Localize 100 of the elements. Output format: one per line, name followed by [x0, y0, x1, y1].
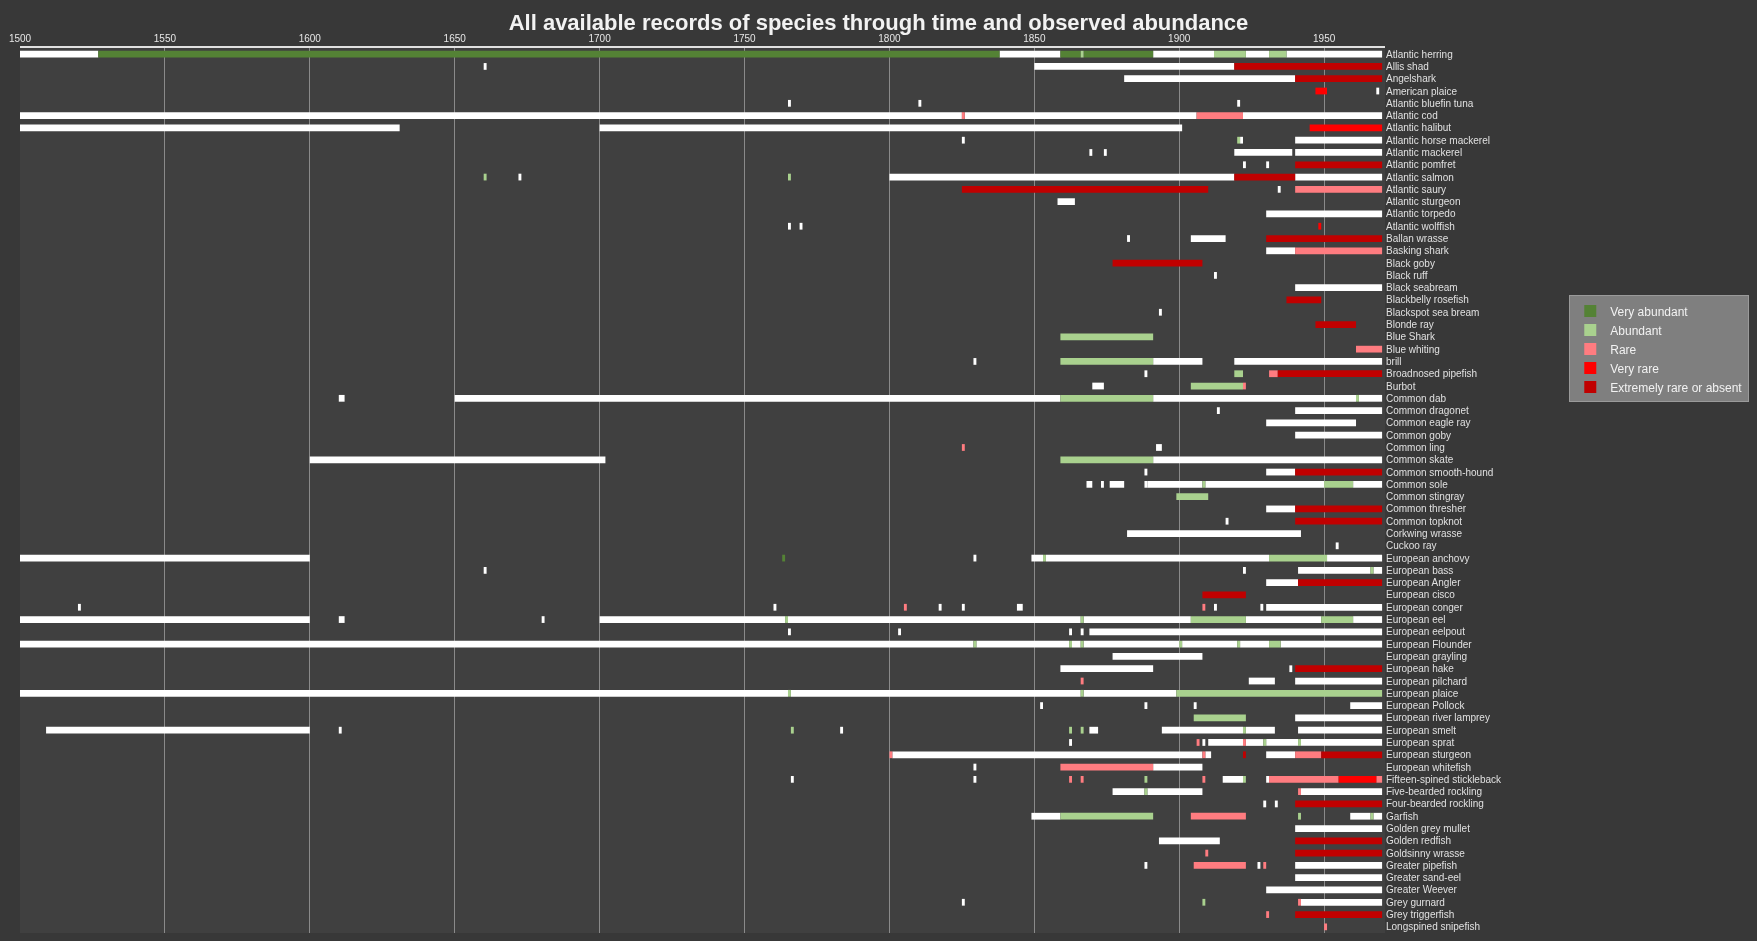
bar — [1234, 370, 1243, 378]
bar — [1196, 112, 1243, 119]
bar — [1080, 677, 1084, 685]
bar — [1158, 837, 1220, 845]
bar — [1242, 161, 1246, 169]
bar — [98, 50, 1000, 58]
bar — [1190, 616, 1246, 623]
bar — [1242, 739, 1246, 746]
bar — [1234, 63, 1383, 70]
y-tick-label: Black seabream — [1386, 282, 1458, 294]
bar — [1298, 739, 1301, 746]
bar — [1080, 726, 1084, 734]
bar — [1190, 812, 1246, 820]
y-tick-label: European hake — [1386, 663, 1455, 675]
y-tick-label: European sprat — [1386, 736, 1455, 748]
bar — [961, 603, 965, 611]
bar — [20, 112, 962, 119]
bar — [1158, 308, 1162, 316]
bar — [1202, 603, 1206, 611]
bar — [1266, 235, 1383, 242]
y-tick-label: European Angler — [1386, 577, 1462, 589]
y-tick-label: Atlantic bluefin tuna — [1386, 97, 1474, 109]
bar — [1269, 50, 1287, 58]
y-tick-label: Four-bearded rockling — [1386, 798, 1484, 810]
bar — [787, 689, 791, 697]
y-tick-label: European smelt — [1386, 724, 1457, 736]
y-tick-label: Atlantic sturgeon — [1386, 196, 1461, 208]
bar — [1263, 862, 1267, 869]
bar — [1298, 567, 1371, 574]
bar — [1069, 726, 1073, 734]
bar — [1373, 812, 1383, 820]
bar — [1350, 702, 1383, 709]
bar — [1295, 874, 1383, 882]
bar — [1060, 812, 1154, 820]
y-tick-label: Common sole — [1386, 478, 1449, 490]
bar — [1144, 788, 1148, 796]
bar — [1321, 616, 1354, 623]
bar — [782, 554, 786, 562]
bar — [1295, 161, 1383, 169]
bar — [1153, 358, 1203, 365]
bar — [787, 222, 791, 230]
bar — [1356, 394, 1359, 402]
y-tick-label: Atlantic halibut — [1386, 122, 1452, 134]
bar — [1083, 50, 1154, 58]
bar — [1202, 775, 1206, 783]
x-tick-label: 1600 — [298, 33, 322, 44]
bar — [338, 616, 345, 623]
bar — [1060, 333, 1154, 341]
bar — [1205, 751, 1212, 759]
y-tick-label: Blonde ray — [1386, 319, 1434, 331]
bar — [1257, 862, 1261, 869]
bar — [1289, 665, 1293, 673]
bar — [454, 394, 1061, 402]
bar — [1080, 616, 1084, 623]
bar — [1356, 345, 1383, 353]
bar — [1156, 444, 1162, 451]
bar — [1202, 751, 1206, 759]
bar — [1295, 837, 1383, 845]
y-tick-label: Black goby — [1386, 257, 1435, 269]
y-tick-label: Fifteen-spined stickleback — [1386, 773, 1503, 785]
y-tick-label: European Pollock — [1386, 700, 1466, 712]
bar — [1286, 50, 1383, 58]
bar — [1214, 603, 1217, 611]
bar — [1147, 788, 1203, 796]
bar — [1176, 689, 1383, 697]
y-tick-label: Greater sand-eel — [1386, 872, 1462, 884]
bar — [1298, 726, 1383, 734]
bar — [1144, 862, 1148, 869]
y-tick-label: Common dragonet — [1386, 405, 1470, 417]
y-tick-label: American plaice — [1386, 85, 1458, 97]
y-tick-label: Atlantic mackerel — [1386, 146, 1463, 158]
y-tick-label: Longspined snipefish — [1386, 921, 1480, 933]
bar — [938, 603, 942, 611]
bar — [1295, 911, 1383, 918]
bar — [1298, 579, 1383, 587]
bar — [1266, 247, 1296, 255]
bar — [1242, 775, 1246, 783]
bar — [1295, 431, 1383, 439]
y-tick-label: Atlantic wolffish — [1386, 220, 1455, 232]
bar — [599, 616, 786, 623]
bar — [1060, 394, 1154, 402]
bar — [1092, 382, 1104, 390]
bar — [918, 99, 922, 107]
bar — [1266, 579, 1299, 587]
bar — [1208, 739, 1243, 746]
y-tick-label: European conger — [1386, 601, 1464, 613]
bar — [1214, 272, 1217, 279]
x-tick-label: 1750 — [733, 33, 757, 44]
bar — [1376, 775, 1383, 783]
y-tick-label: Common stingray — [1386, 491, 1465, 503]
bar — [1057, 198, 1075, 206]
bar — [1144, 370, 1148, 378]
bar — [1069, 739, 1073, 746]
bar — [840, 726, 844, 734]
bar — [1295, 751, 1322, 759]
bar — [898, 628, 902, 636]
x-tick-label: 1700 — [588, 33, 612, 44]
bar — [999, 50, 1061, 58]
bar — [1086, 480, 1093, 488]
bar — [1080, 628, 1084, 636]
